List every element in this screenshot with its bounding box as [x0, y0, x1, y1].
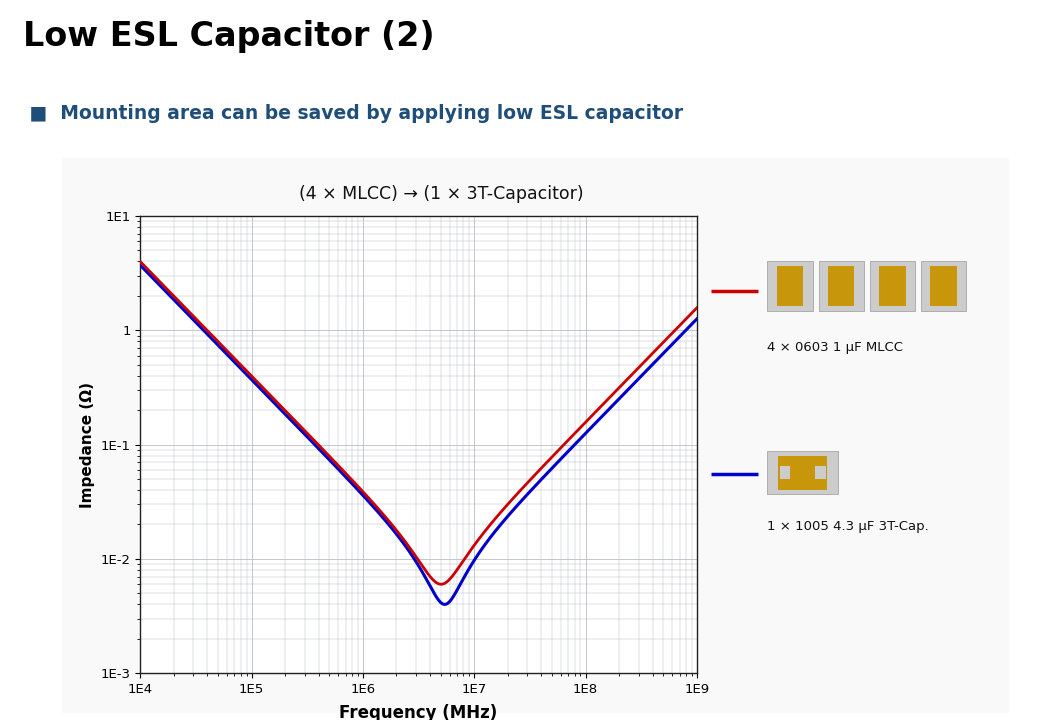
- Text: Low ESL Capacitor (2): Low ESL Capacitor (2): [23, 19, 435, 53]
- Y-axis label: Impedance (Ω): Impedance (Ω): [80, 382, 95, 508]
- Text: TDK: TDK: [330, 424, 514, 503]
- Bar: [778, 456, 827, 490]
- Bar: [879, 266, 906, 306]
- Bar: [869, 261, 915, 311]
- Text: Space Saving 36%: Space Saving 36%: [344, 218, 538, 237]
- Bar: [828, 266, 855, 306]
- Bar: [818, 261, 864, 311]
- Bar: [920, 261, 966, 311]
- Bar: [768, 261, 813, 311]
- Bar: [777, 266, 803, 306]
- Text: (4 × MLCC) → (1 × 3T-Capacitor): (4 × MLCC) → (1 × 3T-Capacitor): [298, 186, 583, 204]
- FancyBboxPatch shape: [53, 153, 1018, 719]
- Text: ■  Mounting area can be saved by applying low ESL capacitor: ■ Mounting area can be saved by applying…: [23, 104, 683, 123]
- Bar: [780, 466, 790, 479]
- Bar: [931, 266, 957, 306]
- Bar: [768, 451, 838, 494]
- Text: 1 × 1005 4.3 μF 3T-Cap.: 1 × 1005 4.3 μF 3T-Cap.: [768, 521, 929, 534]
- Bar: [815, 466, 826, 479]
- X-axis label: Frequency (MHz): Frequency (MHz): [339, 704, 498, 720]
- Text: 4 × 0603 1 μF MLCC: 4 × 0603 1 μF MLCC: [768, 341, 904, 354]
